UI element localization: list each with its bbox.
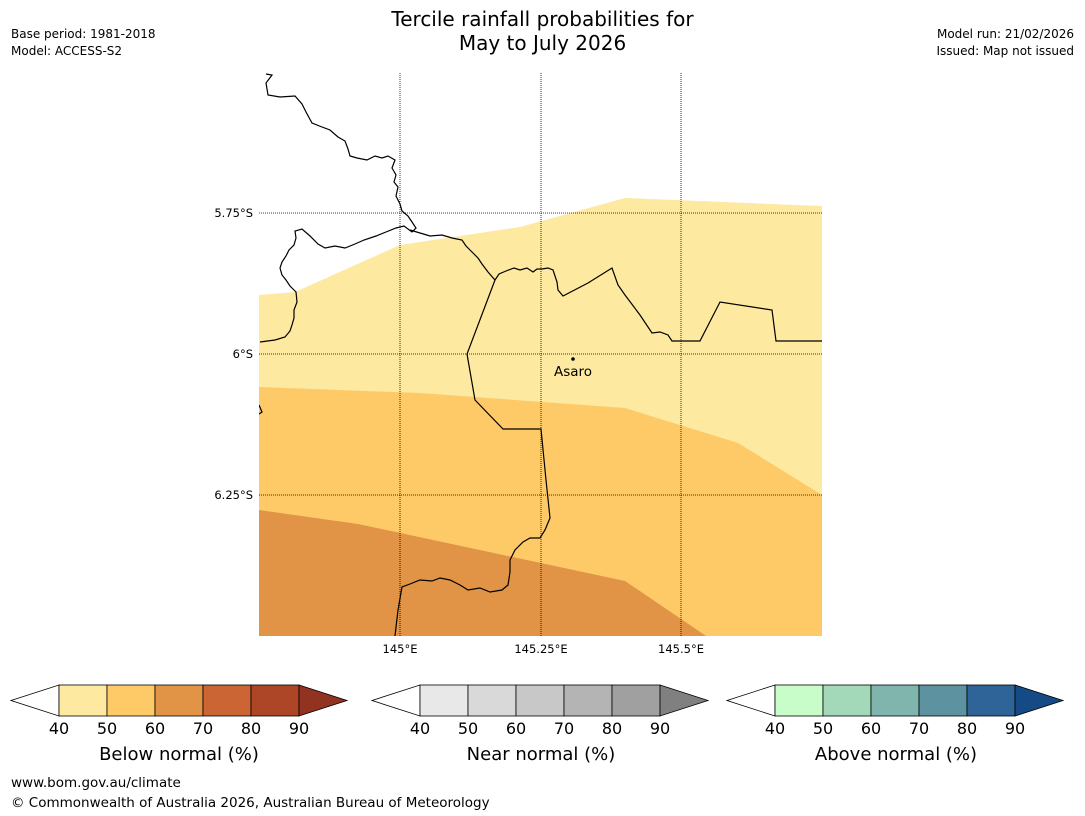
base-period-text: Base period: 1981-2018 [11,27,156,41]
cbar-above-seg-1 [774,684,824,717]
cbar-below-tick-70: 70 [192,719,214,738]
cbar-above-seg-2 [822,684,872,717]
lon-label-145-5: 145.5°E [658,642,704,656]
cbar-near-seg-2 [467,684,517,717]
cbar-above-tick-60: 60 [860,719,882,738]
cbar-near-seg-5 [611,684,661,717]
zone-below-60-70 [259,510,707,636]
title-line-2: May to July 2026 [458,31,627,55]
colorbar-above-normal [726,684,1065,717]
cbar-above-seg-4 [918,684,968,717]
coastline-fragment [259,404,263,415]
cbar-above-tick-80: 80 [956,719,978,738]
cbar-above-tick-50: 50 [812,719,834,738]
cbar-below-seg-1 [58,684,108,717]
cbar-below-seg-4 [202,684,252,717]
lon-label-145: 145°E [382,642,418,656]
model-run-text: Model run: 21/02/2026 [936,27,1074,41]
province-boundary-2 [394,279,551,636]
cbar-near-tick-70: 70 [553,719,575,738]
lat-label-6: 6°S [232,347,253,361]
cbar-below-tick-40: 40 [48,719,70,738]
model-text: Model: ACCESS-S2 [11,44,123,58]
cbar-below-tick-60: 60 [144,719,166,738]
cbar-below-seg-5 [250,684,300,717]
cbar-below-arrow-low [10,684,60,717]
cbar-near-arrow-low [371,684,421,717]
cbar-below-seg-3 [154,684,204,717]
coastline [259,73,417,343]
cbar-near-tick-50: 50 [457,719,479,738]
cbar-above-label: Above normal (%) [814,744,978,765]
lat-label-5-75: 5.75°S [214,206,253,220]
cbar-above-tick-70: 70 [908,719,930,738]
cbar-below-tick-80: 80 [240,719,262,738]
forecast-map [259,73,822,636]
province-boundary [409,229,822,342]
cbar-near-tick-90: 90 [649,719,671,738]
cbar-below-tick-50: 50 [96,719,118,738]
meta-left: Base period: 1981-2018 Model: ACCESS-S2 [11,26,156,60]
cbar-near-seg-3 [515,684,565,717]
cbar-near-tick-40: 40 [409,719,431,738]
cbar-near-seg-1 [419,684,469,717]
cbar-near-tick-80: 80 [601,719,623,738]
cbar-above-arrow-high [1014,684,1065,717]
issued-text: Issued: Map not issued [936,44,1074,58]
place-label-asaro: Asaro [554,364,593,380]
footer-copyright: © Commonwealth of Australia 2026, Austra… [11,795,490,811]
cbar-below-label: Below normal (%) [99,744,259,765]
cbar-near-tick-60: 60 [505,719,527,738]
place-marker-asaro [571,357,575,361]
cbar-near-label: Near normal (%) [466,744,616,765]
cbar-above-tick-40: 40 [764,719,786,738]
cbar-above-seg-5 [966,684,1016,717]
footer-url: www.bom.gov.au/climate [11,775,181,791]
colorbar-below-normal [10,684,349,717]
cbar-above-tick-90: 90 [1004,719,1026,738]
cbar-below-arrow-high [298,684,349,717]
lat-label-6-25: 6.25°S [214,488,253,502]
map-title: Tercile rainfall probabilities for May t… [0,7,1085,55]
cbar-below-seg-2 [106,684,156,717]
cbar-near-arrow-high [659,684,710,717]
colorbar-near-normal [371,684,710,717]
title-line-1: Tercile rainfall probabilities for [391,7,694,31]
meta-right: Model run: 21/02/2026 Issued: Map not is… [936,26,1074,60]
cbar-above-arrow-low [726,684,776,717]
cbar-below-tick-90: 90 [288,719,310,738]
cbar-near-seg-4 [563,684,613,717]
cbar-above-seg-3 [870,684,920,717]
lon-label-145-25: 145.25°E [514,642,568,656]
